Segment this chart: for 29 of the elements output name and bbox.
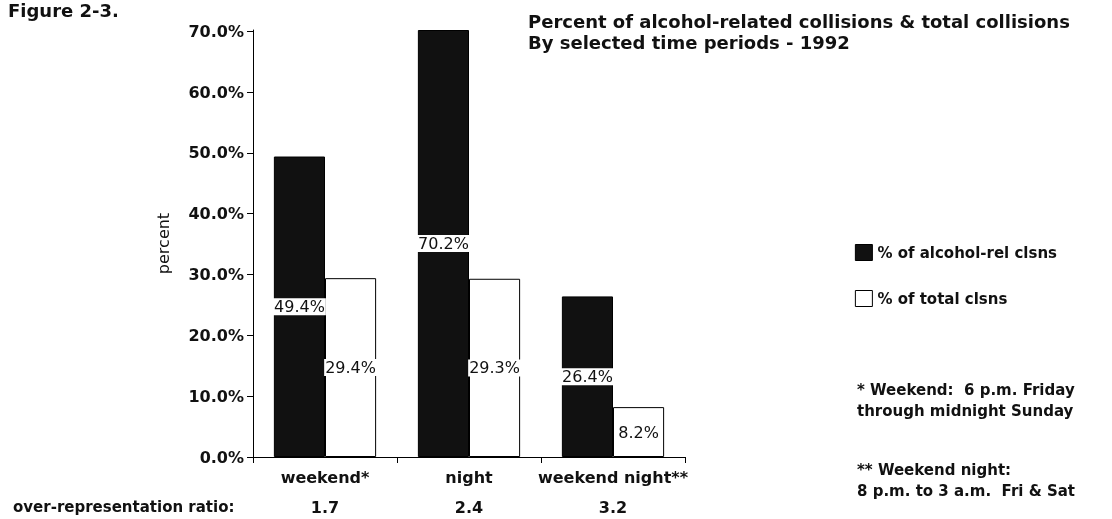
data-label: 8.2% (618, 422, 659, 442)
text: * Weekend: 6 p.m. Friday through midnight Sunday (857, 380, 1075, 420)
text: Percent of alcohol-related collisions & total collisions (528, 10, 1070, 32)
data-label: 49.4% (274, 297, 325, 317)
caption: Figure 2-3. (8, 0, 119, 21)
text: 2.4 (454, 498, 484, 517)
y-tick-label: 0.0% (199, 447, 244, 467)
legend-label: % of alcohol-rel clsns (877, 243, 1058, 262)
text: 3.2 (598, 498, 628, 517)
y-tick-label: 20.0% (188, 325, 244, 345)
chart-subtitle: By selected time periods - 1992 (528, 31, 850, 53)
data-label: 29.3% (469, 358, 520, 378)
text: over-representation ratio: (13, 497, 235, 516)
y-axis-title: percent (153, 212, 173, 275)
y-tick-label: 60.0% (188, 82, 244, 102)
y-tick-label: 30.0% (188, 265, 244, 285)
x-tick-label: weekend* (280, 467, 371, 487)
x-tick-label: weekend night** (537, 467, 689, 487)
y-tick-label: 10.0% (188, 386, 244, 406)
x-tick-label: night (445, 467, 494, 487)
text: ** Weekend night: 8 p.m. to 3 a.m. Fri & Sat (857, 460, 1076, 500)
text: 1.7 (310, 498, 340, 517)
legend-label: % of total clsns (877, 289, 1008, 308)
y-tick-label: 50.0% (188, 143, 244, 163)
data-label: 26.4% (562, 367, 613, 387)
data-label: 29.4% (325, 358, 376, 378)
data-label: 70.2% (418, 234, 469, 253)
y-tick-label: 70.0% (188, 21, 244, 41)
y-tick-label: 40.0% (188, 204, 244, 224)
